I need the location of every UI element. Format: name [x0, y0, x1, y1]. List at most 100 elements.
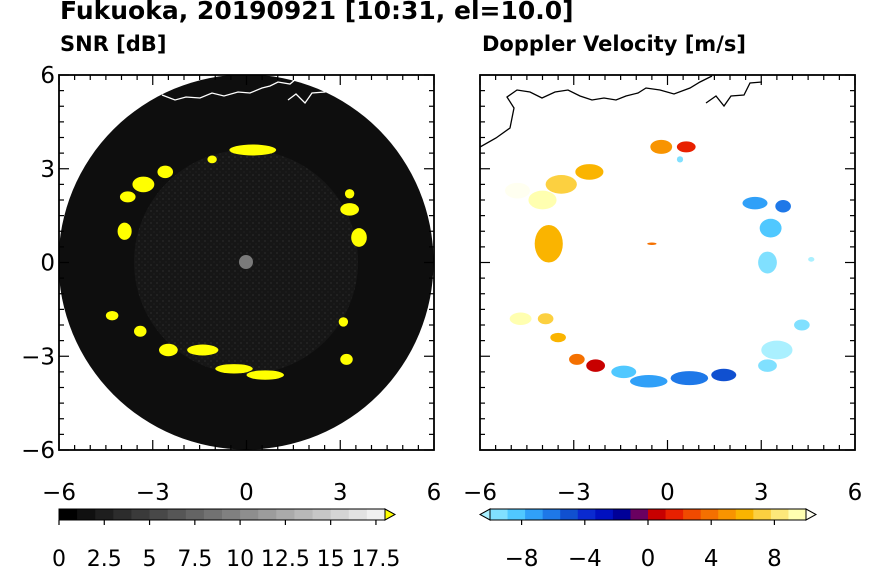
- snr-colorbar-tick-label: 17.5: [351, 547, 400, 570]
- velocity-x-axis: −6 −3 0 3 6: [463, 480, 862, 506]
- snr-colorbar-segment: [348, 509, 368, 520]
- velocity-echo-14: [758, 359, 777, 372]
- velocity-colorbar-extend-min: [478, 508, 491, 521]
- velocity-colorbar-segment: [700, 509, 719, 520]
- snr-center-spot: [239, 255, 253, 269]
- snr-panel-title: SNR [dB]: [60, 32, 167, 56]
- velocity-colorbar-tick-label: 4: [704, 546, 719, 570]
- snr-echo-4: [134, 325, 147, 337]
- velocity-colorbar-segment: [718, 509, 737, 520]
- velocity-echo-22: [630, 375, 668, 388]
- snr-echo-7: [132, 176, 155, 193]
- snr-y-tick-label: −3: [21, 344, 55, 370]
- snr-echo-layer: [105, 144, 367, 380]
- snr-echo-2: [246, 370, 284, 380]
- velocity-echo-20: [586, 359, 605, 372]
- velocity-plot-background: [480, 75, 855, 450]
- velocity-echo-23: [670, 371, 709, 386]
- velocity-colorbar: −8 −4 0 4 8: [478, 508, 818, 570]
- snr-echo-11: [229, 144, 277, 156]
- velocity-colorbar-tick-label: 8: [767, 546, 782, 570]
- snr-colorbar-tick-label: 5: [143, 547, 157, 570]
- snr-colorbar-segment: [240, 509, 259, 520]
- snr-minor-ticks: [58, 74, 435, 451]
- snr-x-tick-label: 3: [333, 480, 348, 506]
- velocity-echo-17: [537, 313, 554, 325]
- velocity-x-tick-label: −3: [557, 480, 591, 506]
- velocity-colorbar-tick-label: 0: [641, 546, 656, 570]
- velocity-colorbar-segment: [560, 509, 579, 520]
- velocity-minor-ticks: [479, 74, 856, 451]
- velocity-colorbar-segment: [735, 509, 754, 520]
- snr-colorbar-segment: [167, 509, 187, 520]
- snr-echo-12: [340, 203, 359, 216]
- snr-colorbar-segment: [185, 509, 205, 520]
- snr-colorbar-segment: [330, 509, 350, 520]
- velocity-echo-12: [808, 257, 815, 262]
- snr-x-tick-label: −3: [136, 480, 170, 506]
- snr-echo-3: [159, 343, 178, 357]
- velocity-colorbar-segment: [542, 509, 561, 520]
- velocity-x-tick-label: −6: [463, 480, 497, 506]
- snr-echo-10: [207, 155, 217, 164]
- snr-y-tick-label: −6: [21, 438, 55, 464]
- snr-echo-8: [119, 191, 136, 203]
- velocity-colorbar-segment: [788, 509, 807, 520]
- velocity-echo-9: [759, 218, 782, 238]
- snr-colorbar-segment: [149, 509, 169, 520]
- velocity-colorbar-tick-label: −4: [568, 546, 602, 570]
- snr-colorbar-segment: [276, 509, 295, 520]
- velocity-echo-19: [569, 353, 585, 365]
- velocity-panel-title: Doppler Velocity [m/s]: [482, 32, 746, 56]
- snr-echo-9: [157, 165, 174, 179]
- snr-echo-5: [105, 310, 119, 321]
- velocity-colorbar-segment: [630, 509, 649, 520]
- snr-colorbar-segment: [77, 509, 96, 520]
- snr-y-tick-label: 3: [40, 157, 55, 183]
- velocity-echo-8: [742, 196, 768, 210]
- snr-colorbar-segment: [113, 509, 132, 520]
- velocity-echo-10: [758, 251, 777, 274]
- snr-colorbar-segment: [203, 509, 223, 520]
- velocity-echo-4: [534, 225, 563, 263]
- velocity-x-tick-label: 6: [848, 480, 863, 506]
- velocity-echo-13: [761, 340, 793, 360]
- velocity-echo-layer: [505, 139, 815, 388]
- snr-colorbar-segment: [366, 509, 386, 520]
- snr-echo-6: [117, 222, 132, 240]
- snr-y-axis: 6 3 0 −3 −6: [21, 63, 55, 464]
- velocity-echo-18: [550, 332, 566, 343]
- velocity-echo-2: [545, 175, 577, 194]
- snr-colorbar-frame: [58, 508, 386, 521]
- velocity-colorbar-extend-max: [805, 508, 818, 521]
- snr-y-tick-label: 6: [40, 63, 55, 89]
- velocity-colorbar-tick-label: −8: [505, 546, 539, 570]
- snr-echo-15: [338, 317, 349, 327]
- snr-colorbar-tick-label: 12.5: [261, 547, 310, 570]
- velocity-colorbar-segment: [577, 509, 596, 520]
- velocity-echo-7: [676, 156, 684, 163]
- snr-colorbar-segment: [258, 509, 277, 520]
- velocity-colorbar-segment: [490, 509, 509, 520]
- velocity-echo-5: [650, 139, 673, 154]
- snr-colorbar-extend-max: [384, 508, 397, 521]
- snr-colorbar-tick-label: 7.5: [177, 547, 212, 570]
- velocity-panel: −6 −3 0 3 6 −8 −4 0 4 8: [463, 74, 862, 570]
- velocity-echo-1: [528, 190, 557, 210]
- velocity-colorbar-segment: [770, 509, 789, 520]
- velocity-colorbar-segment: [612, 509, 631, 520]
- velocity-colorbar-segment: [683, 509, 702, 520]
- velocity-echo-0: [505, 182, 530, 199]
- snr-colorbar-tick-label: 2.5: [87, 547, 122, 570]
- velocity-echo-21: [611, 365, 637, 379]
- velocity-echo-11: [775, 200, 791, 213]
- velocity-echo-16: [509, 312, 532, 325]
- snr-x-tick-label: 6: [427, 480, 442, 506]
- velocity-echo-15: [794, 319, 810, 331]
- velocity-colorbar-segment: [665, 509, 684, 520]
- velocity-colorbar-segment: [507, 509, 526, 520]
- velocity-colorbar-segment: [753, 509, 772, 520]
- velocity-x-tick-label: 3: [754, 480, 769, 506]
- velocity-colorbar-segment: [525, 509, 544, 520]
- velocity-echo-3: [575, 164, 604, 180]
